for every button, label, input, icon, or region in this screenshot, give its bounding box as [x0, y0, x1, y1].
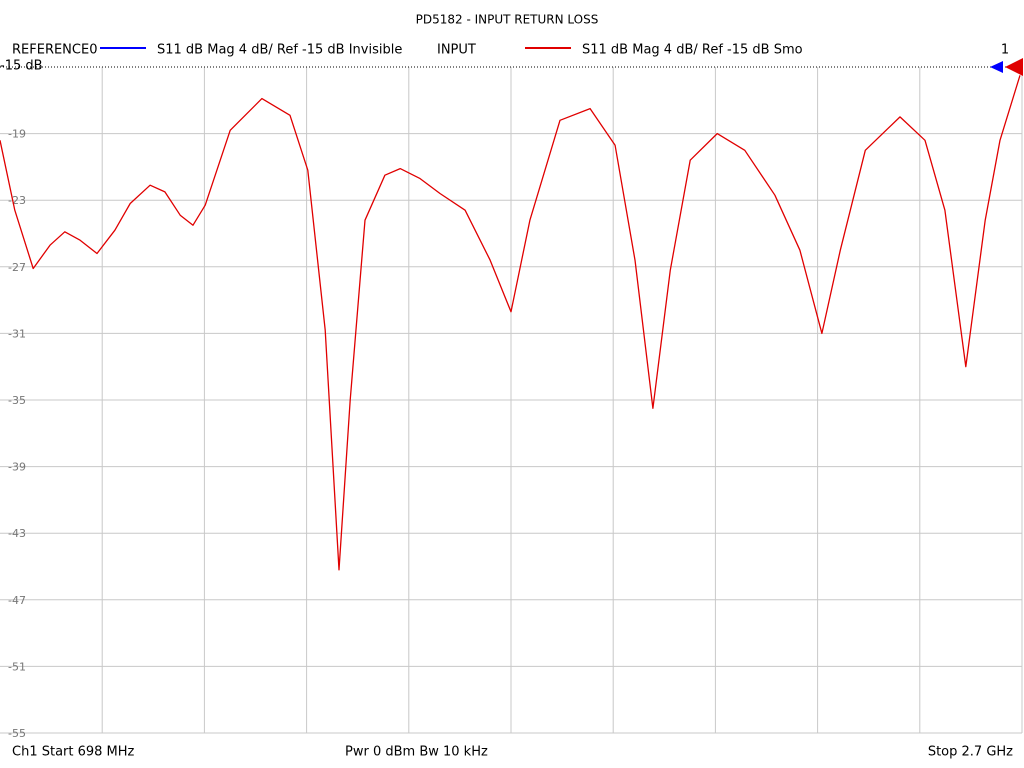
- y-tick-label: -31: [8, 327, 26, 340]
- reference-arrow: [1005, 58, 1023, 76]
- y-tick-label: -27: [8, 261, 26, 274]
- chart-title: PD5182 - INPUT RETURN LOSS: [416, 13, 599, 27]
- y-tick-label: -55: [8, 727, 26, 740]
- footer-power: Pwr 0 dBm Bw 10 kHz: [345, 745, 488, 760]
- y-tick-label: -15 dB: [0, 59, 43, 74]
- y-tick-label: -47: [8, 594, 26, 607]
- y-tick-label: -39: [8, 461, 26, 474]
- legend-description: S11 dB Mag 4 dB/ Ref -15 dB Invisible: [157, 43, 402, 58]
- y-tick-label: -51: [8, 660, 26, 673]
- y-tick-label: -23: [8, 194, 26, 207]
- y-tick-label: -35: [8, 394, 26, 407]
- legend-description: S11 dB Mag 4 dB/ Ref -15 dB Smo: [582, 43, 803, 58]
- y-tick-label: -43: [8, 527, 26, 540]
- marker-label: 1: [1001, 43, 1009, 58]
- legend-name: REFERENCE0: [12, 43, 97, 58]
- footer-stop: Stop 2.7 GHz: [928, 745, 1013, 760]
- reference-arrow: [990, 61, 1003, 73]
- legend-name: INPUT: [437, 43, 476, 58]
- footer-start: Ch1 Start 698 MHz: [12, 745, 135, 760]
- y-tick-label: -19: [8, 128, 26, 141]
- trace-line: [0, 75, 1021, 571]
